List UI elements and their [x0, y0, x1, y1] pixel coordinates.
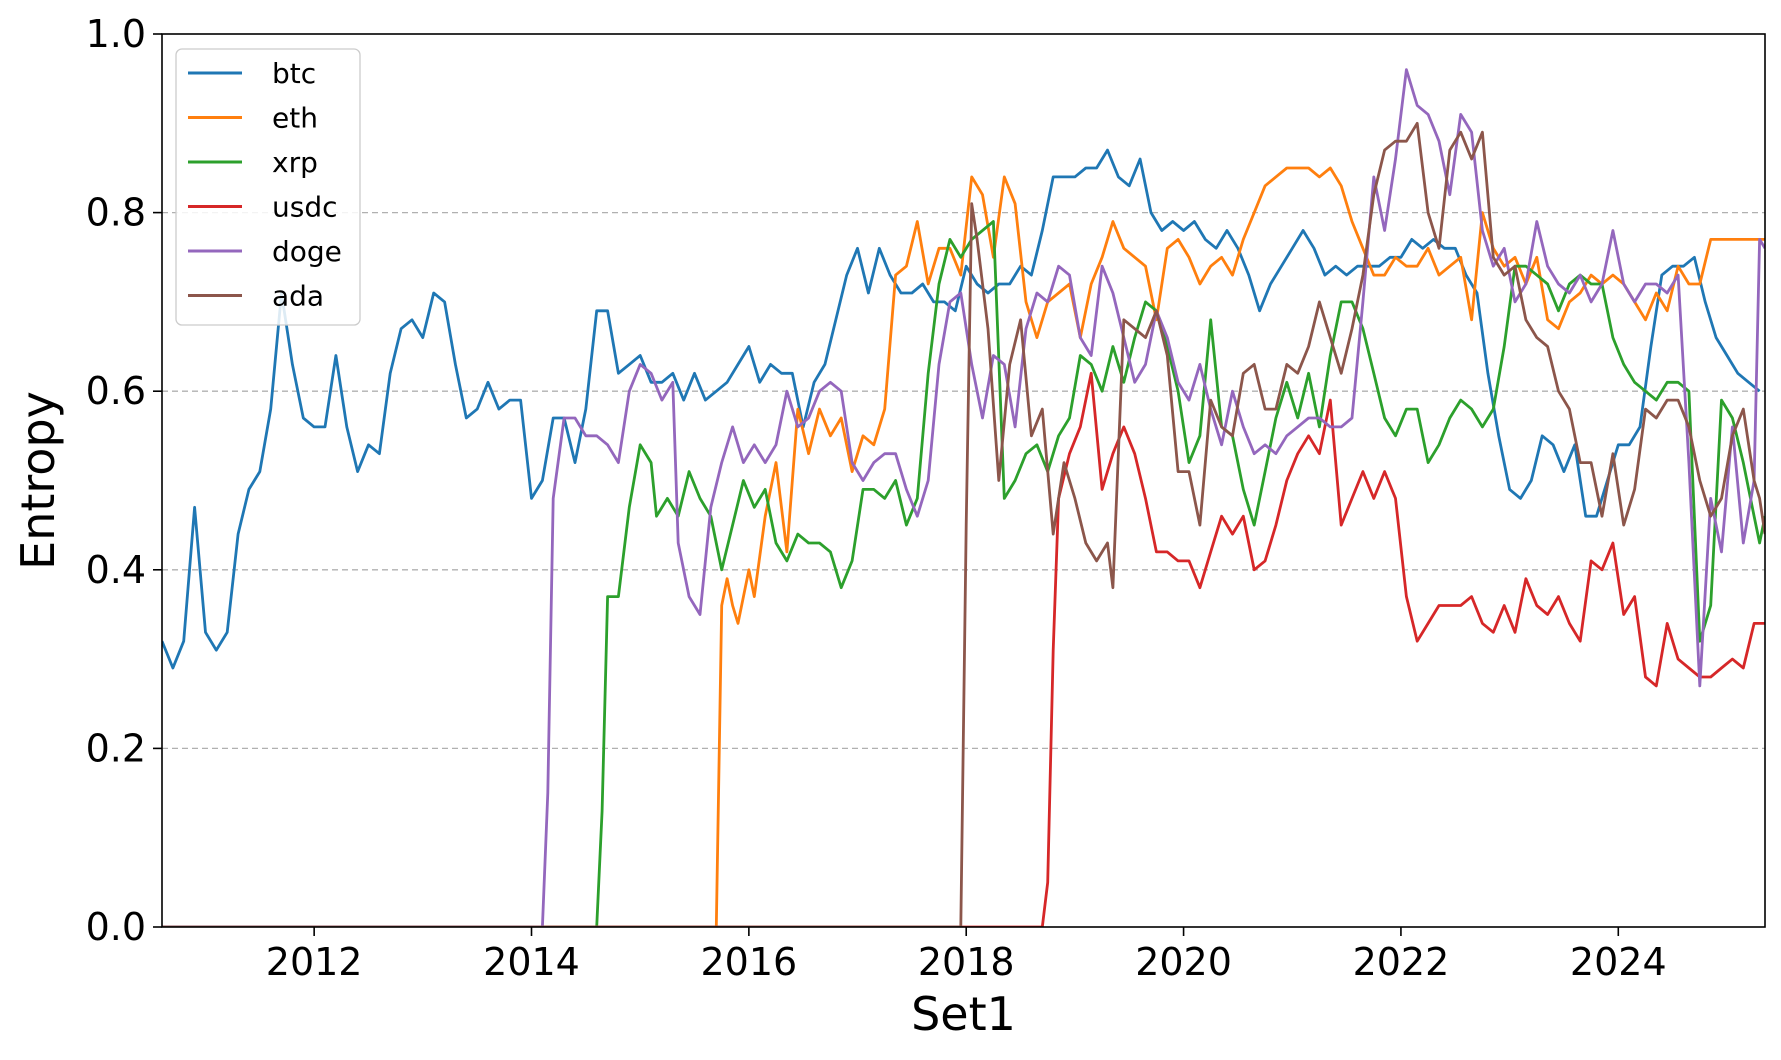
legend-label-doge: doge [272, 235, 342, 268]
y-tick-label: 0.0 [86, 905, 146, 949]
y-tick-label: 1.0 [86, 12, 146, 56]
x-tick-label: 2018 [918, 940, 1015, 984]
x-tick-label: 2020 [1135, 940, 1232, 984]
legend: btc eth xrp usdc doge ada [175, 48, 361, 326]
legend-label-usdc: usdc [272, 191, 338, 224]
x-axis-label: Set1 [911, 987, 1016, 1041]
y-tick-label: 0.4 [86, 548, 146, 592]
series-line-doge [162, 68, 1765, 927]
series-line-btc [162, 148, 1761, 670]
y-axis-label: Entropy [11, 391, 65, 570]
series-line-ada [162, 121, 1765, 927]
y-tick-label: 0.6 [86, 369, 146, 413]
legend-label-xrp: xrp [272, 146, 318, 179]
legend-label-eth: eth [272, 102, 318, 135]
legend-label-ada: ada [272, 280, 324, 313]
x-tick-label: 2016 [701, 940, 798, 984]
series-lines [162, 68, 1765, 927]
plot-frame [161, 33, 1766, 928]
x-tick-label: 2022 [1353, 940, 1450, 984]
y-tick-label: 0.2 [86, 726, 146, 770]
x-tick-label: 2014 [483, 940, 580, 984]
x-tick-label: 2024 [1570, 940, 1667, 984]
legend-box [175, 48, 361, 326]
series-line-xrp [162, 220, 1765, 927]
axis-ticks: 0.0 0.2 0.4 0.6 0.8 1.0 2012 2014 2016 2018 2020 20… [86, 12, 1667, 984]
x-tick-label: 2012 [266, 940, 363, 984]
legend-label-btc: btc [272, 57, 316, 90]
y-tick-label: 0.8 [86, 191, 146, 235]
series-line-usdc [162, 371, 1765, 927]
